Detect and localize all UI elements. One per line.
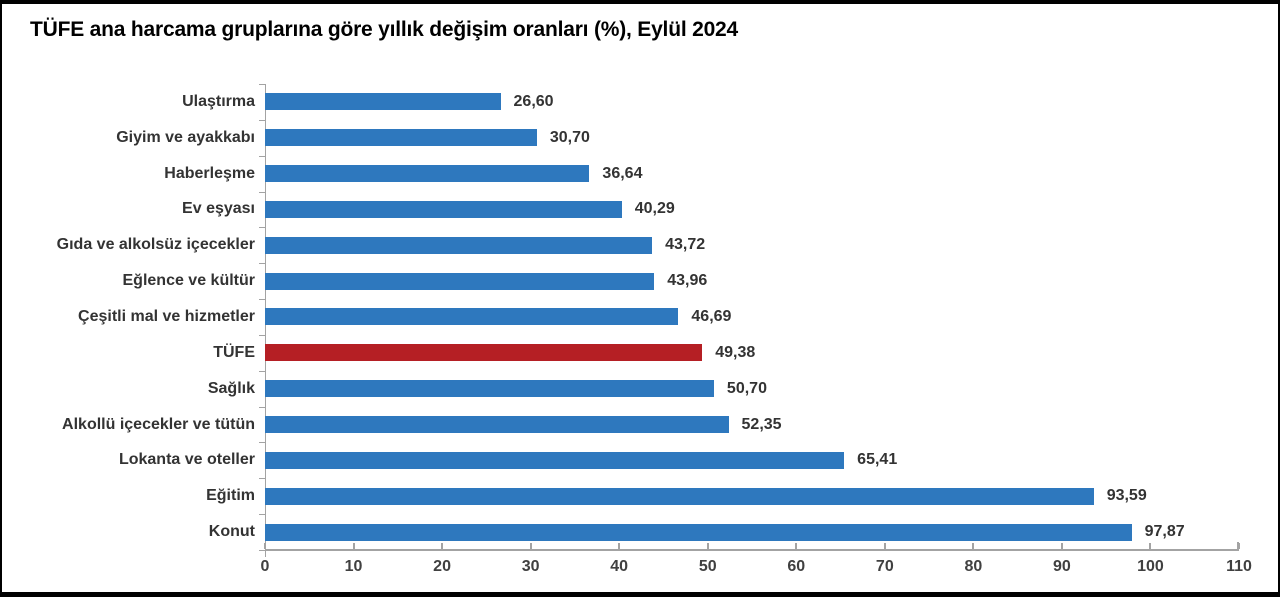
bar — [265, 200, 622, 218]
y-tick — [259, 371, 265, 372]
value-label: 52,35 — [741, 415, 782, 433]
x-tick-label: 30 — [521, 558, 540, 575]
plot-area: 0 10 20 30 40 50 60 70 80 90 100 110 Ulaştırma 26,60… — [57, 84, 1252, 575]
x-tick-label: 100 — [1137, 558, 1164, 575]
value-label: 30,70 — [549, 128, 590, 146]
bar-row: Eğlence ve kültür 43,96 — [123, 263, 1239, 299]
bar — [265, 165, 590, 183]
value-label: 46,69 — [691, 307, 732, 325]
y-tick — [259, 335, 265, 336]
y-tick — [259, 192, 265, 193]
bar-row: Gıda ve alkolsüz içecekler 43,72 — [57, 227, 1239, 263]
category-label: Ulaştırma — [182, 92, 255, 110]
value-label: 49,38 — [715, 343, 756, 361]
y-tick — [259, 156, 265, 157]
bar — [265, 523, 1132, 541]
category-label: Sağlık — [207, 379, 255, 397]
origin-tick — [265, 550, 266, 557]
bar-row: Lokanta ve oteller 65,41 — [119, 442, 1239, 478]
x-tick — [1238, 543, 1240, 549]
y-tick — [259, 514, 265, 515]
value-label: 40,29 — [634, 200, 675, 218]
y-tick — [259, 442, 265, 443]
value-label: 36,64 — [602, 164, 643, 182]
x-tick — [441, 543, 444, 549]
value-label: 26,60 — [513, 92, 554, 110]
x-axis-line — [265, 549, 1239, 551]
x-tick — [352, 543, 355, 549]
x-tick-label: 20 — [433, 558, 451, 575]
x-tick — [618, 543, 621, 549]
bar-row: Haberleşme 36,64 — [164, 156, 1239, 192]
category-label: TÜFE — [213, 343, 255, 361]
bar — [265, 416, 729, 434]
x-tick — [795, 543, 798, 549]
category-label: Ev eşyası — [182, 200, 255, 218]
value-label: 43,72 — [665, 236, 706, 254]
bar-row: Ev eşyası 40,29 — [182, 192, 1239, 228]
y-tick — [259, 227, 265, 228]
value-label: 93,59 — [1106, 487, 1147, 505]
value-label: 97,87 — [1144, 523, 1185, 541]
bar — [265, 380, 714, 398]
category-label: Alkollü içecekler ve tütün — [62, 415, 255, 433]
value-label: 43,96 — [667, 272, 708, 290]
x-tick — [706, 543, 709, 549]
bar — [265, 308, 679, 326]
bar-row: Konut 97,87 — [209, 514, 1239, 550]
x-tick — [1060, 543, 1063, 549]
bar-row: Çeşitli mal ve hizmetler 46,69 — [78, 299, 1239, 335]
y-tick — [259, 407, 265, 408]
bar-row: Sağlık 50,70 — [208, 371, 1239, 407]
bar-row: Eğitim 93,59 — [206, 478, 1239, 514]
bar-row: Ulaştırma 26,60 — [182, 84, 1239, 120]
bar — [265, 93, 501, 111]
y-tick — [259, 550, 265, 551]
x-tick — [264, 543, 266, 549]
x-tick — [1149, 543, 1152, 549]
bar — [265, 129, 537, 147]
category-label: Haberleşme — [164, 164, 255, 182]
bar-row: TÜFE 49,38 — [213, 335, 1239, 371]
category-label: Giyim ve ayakkabı — [116, 128, 255, 146]
category-label: Konut — [208, 523, 255, 541]
value-label: 65,41 — [857, 451, 898, 469]
y-tick — [259, 84, 265, 85]
category-label: Çeşitli mal ve hizmetler — [78, 307, 255, 325]
x-tick — [529, 543, 532, 549]
x-tick-label: 80 — [964, 558, 983, 575]
x-tick — [972, 543, 975, 549]
chart-title: TÜFE ana harcama gruplarına göre yıllık … — [30, 18, 739, 41]
category-label: Eğlence ve kültür — [122, 272, 256, 290]
x-tick-label: 10 — [344, 558, 363, 575]
x-tick-label: 110 — [1226, 558, 1252, 575]
y-tick — [259, 263, 265, 264]
bar — [265, 236, 653, 254]
bar — [265, 487, 1094, 505]
x-tick-label: 60 — [787, 558, 806, 575]
bar — [265, 272, 655, 290]
y-tick — [259, 120, 265, 121]
bar-row: Giyim ve ayakkabı 30,70 — [116, 120, 1239, 156]
bar — [265, 451, 845, 469]
y-tick — [259, 299, 265, 300]
category-label: Gıda ve alkolsüz içecekler — [56, 236, 255, 254]
bar-highlight — [265, 344, 703, 362]
x-tick-label: 70 — [875, 558, 894, 575]
x-tick-label: 50 — [698, 558, 717, 575]
x-tick-label: 40 — [610, 558, 629, 575]
value-label: 50,70 — [726, 379, 767, 397]
category-label: Lokanta ve oteller — [118, 451, 255, 469]
category-label: Eğitim — [206, 487, 255, 505]
x-tick-label: 90 — [1053, 558, 1071, 575]
y-tick — [259, 478, 265, 479]
bar-row: Alkollü içecekler ve tütün 52,35 — [62, 407, 1239, 443]
x-tick — [883, 543, 886, 549]
x-tick-label: 0 — [260, 558, 270, 575]
